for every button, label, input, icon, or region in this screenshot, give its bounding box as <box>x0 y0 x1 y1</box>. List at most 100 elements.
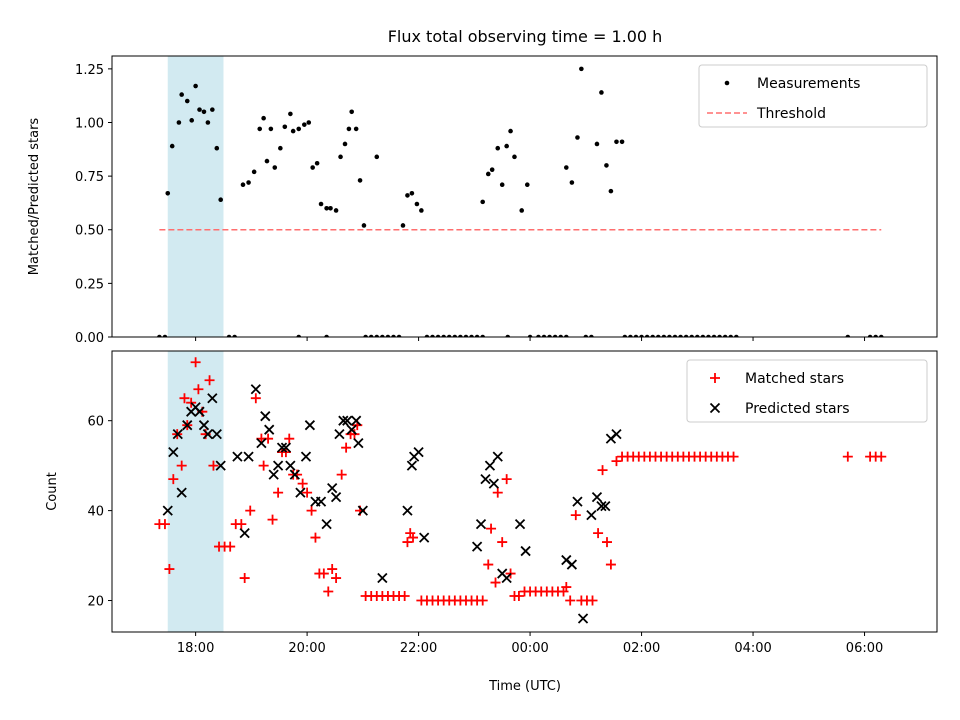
predicted-point <box>577 613 589 624</box>
measurement-point <box>599 90 604 95</box>
y-tick-label: 20 <box>87 595 104 610</box>
measurement-point <box>569 180 575 185</box>
measurement-point <box>614 139 619 145</box>
measurement-point <box>396 334 402 337</box>
measurement-point <box>608 188 614 194</box>
matched-point <box>399 591 410 602</box>
measurement-point <box>363 334 368 337</box>
measurement-point <box>288 111 293 117</box>
predicted-point <box>239 527 250 539</box>
measurement-point <box>409 190 415 196</box>
predicted-point <box>488 478 499 489</box>
measurement-point <box>633 334 639 337</box>
predicted-point <box>243 451 254 462</box>
predicted-point <box>413 447 424 458</box>
measurement-point <box>257 126 263 132</box>
predicted-point <box>304 420 316 431</box>
measurement-point <box>700 334 706 337</box>
measurement-point <box>201 109 207 115</box>
matched-point <box>565 595 576 606</box>
measurement-point <box>594 141 600 147</box>
predicted-point <box>207 393 218 404</box>
y-tick-label: 0.75 <box>75 170 104 185</box>
y-tick-label: 40 <box>87 505 104 520</box>
x-tick-label: 20:00 <box>288 641 325 656</box>
measurement-point <box>711 334 717 337</box>
matched-point <box>190 357 201 368</box>
matched-point <box>492 487 503 498</box>
measurement-point <box>169 143 175 149</box>
ratio-panel: 0.00 0.25 0.50 0.75 1.00 1.25 Matched/Predicte… <box>27 55 938 346</box>
predicted-point <box>300 451 312 462</box>
y-axis-label: Matched/Predicted stars <box>27 118 42 276</box>
matched-point <box>327 564 338 575</box>
measurement-point <box>333 208 339 213</box>
matched-point <box>323 586 334 597</box>
predicted-point <box>182 420 193 431</box>
matched-point <box>876 451 887 462</box>
predicted-point <box>471 541 483 552</box>
measurement-point <box>282 124 288 130</box>
measurement-point <box>310 165 315 170</box>
measurement-point <box>667 334 672 337</box>
matched-point <box>306 505 317 516</box>
matched-point <box>297 478 308 489</box>
matched-point <box>605 559 616 570</box>
predicted-point <box>276 442 288 453</box>
legend: Matched stars Predicted stars <box>686 359 928 423</box>
measurement-point <box>278 145 283 151</box>
legend-box <box>686 359 928 423</box>
measurement-point <box>579 66 584 72</box>
measurement-point <box>480 199 485 205</box>
matched-point <box>208 460 219 471</box>
matched-point <box>225 541 236 552</box>
measurement-point <box>524 182 530 188</box>
predicted-point <box>260 411 271 422</box>
predicted-point <box>215 460 226 471</box>
legend-label: Measurements <box>757 76 860 92</box>
matched-point <box>168 474 179 485</box>
measurement-point <box>575 135 580 140</box>
matched-point <box>349 429 360 440</box>
measurement-point <box>734 334 739 337</box>
measurement-point <box>261 115 266 121</box>
measurement-point <box>508 128 513 134</box>
y-tick-label: 0.25 <box>75 277 104 292</box>
measurement-point <box>463 334 469 337</box>
measurement-point <box>342 141 348 147</box>
measurement-point <box>495 145 501 151</box>
matched-point <box>408 532 419 543</box>
measurement-point <box>512 154 517 160</box>
measurement-point <box>564 165 569 170</box>
measurement-point <box>197 107 202 112</box>
measurement-point <box>346 126 352 132</box>
predicted-point <box>611 429 622 440</box>
predicted-point <box>520 545 531 557</box>
measurement-point <box>338 154 343 160</box>
matched-point <box>593 528 604 539</box>
legend-box <box>698 64 928 128</box>
measurement-point <box>314 160 320 166</box>
predicted-point <box>346 424 357 435</box>
measurement-point <box>318 201 324 207</box>
measurement-point <box>655 334 661 337</box>
measurement-point <box>193 83 198 89</box>
matched-point <box>336 469 347 480</box>
measurement-point <box>306 120 312 125</box>
matched-point <box>331 573 342 584</box>
measurement-point <box>628 334 633 337</box>
measurement-point <box>683 334 689 337</box>
predicted-point <box>480 473 491 485</box>
measurement-point <box>480 334 485 337</box>
matched-point <box>570 510 581 521</box>
measurement-point <box>424 334 430 337</box>
measurement-point <box>717 334 722 337</box>
predicted-point <box>321 518 332 530</box>
matched-point <box>602 537 612 548</box>
count-panel: 20 40 60 18:00 20:00 22:00 00:00 02:00 04:00 06:0… <box>45 350 938 656</box>
measurement-point <box>357 178 363 183</box>
matched-point <box>236 519 247 530</box>
matched-point <box>245 505 256 516</box>
measurement-point <box>162 334 168 337</box>
x-tick-label: 02:00 <box>623 641 660 656</box>
